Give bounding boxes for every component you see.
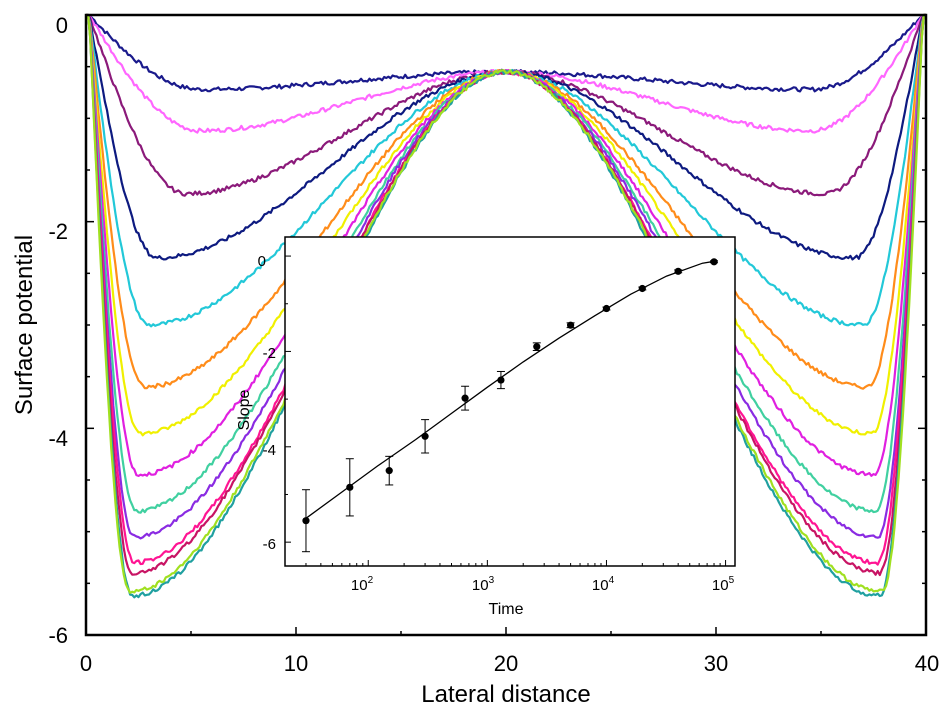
inset-x-tick-label: 104 (592, 575, 615, 594)
y-axis-title: Surface potential (11, 235, 38, 415)
main-plot: 40 0 10 20 30 0 -2 -4 -6 Lateral distanc… (11, 13, 939, 708)
x-axis-title: Lateral distance (421, 681, 590, 708)
surface-potential-series (86, 13, 926, 261)
inset-data-point (567, 321, 575, 329)
inset-data-point (385, 467, 393, 475)
x-tick-label: 10 (284, 651, 308, 676)
inset-data-point (638, 284, 646, 293)
inset-y-tick-label: -2 (263, 345, 276, 362)
x-tick-label: 0 (80, 651, 92, 676)
inset-frame (284, 236, 736, 567)
inset-plot: 0 -2 -4 -6 102 103 104 105 Time Slope (236, 236, 736, 618)
main-series-group (86, 13, 926, 599)
x-tick-label: 40 (915, 651, 939, 676)
surface-potential-series (86, 13, 926, 93)
inset-x-tick-label: 102 (351, 575, 374, 594)
inset-data-point (602, 304, 611, 313)
y-tick-label: -4 (48, 426, 68, 451)
inset-y-tick-label: -6 (263, 536, 276, 553)
x-tick-label: 20 (494, 651, 518, 676)
inset-data-point (674, 267, 682, 275)
x-tick-label: 30 (704, 651, 728, 676)
inset-data-point (461, 394, 469, 402)
inset-x-axis-title: Time (489, 601, 524, 618)
inset-data-point (421, 432, 429, 440)
inset-data-point (533, 343, 541, 351)
inset-data-point (346, 483, 354, 491)
surface-potential-series (86, 13, 926, 197)
inset-data-point (497, 376, 505, 384)
y-tick-label: -6 (48, 623, 68, 648)
inset-fit-line (305, 260, 718, 519)
inset-y-tick-label: 0 (258, 253, 266, 270)
surface-potential-series (86, 13, 926, 599)
inset-content (284, 255, 727, 566)
inset-data-point (302, 517, 310, 525)
inset-x-tick-label: 105 (712, 575, 735, 594)
y-tick-label: 0 (56, 13, 68, 38)
inset-x-tick-label: 103 (472, 575, 495, 594)
inset-y-axis-title: Slope (236, 389, 253, 430)
surface-potential-series (86, 13, 926, 594)
y-tick-label: -2 (48, 219, 68, 244)
inset-data-point (710, 258, 718, 266)
main-ticks (85, 14, 927, 636)
inset-y-tick-label: -4 (263, 442, 276, 459)
